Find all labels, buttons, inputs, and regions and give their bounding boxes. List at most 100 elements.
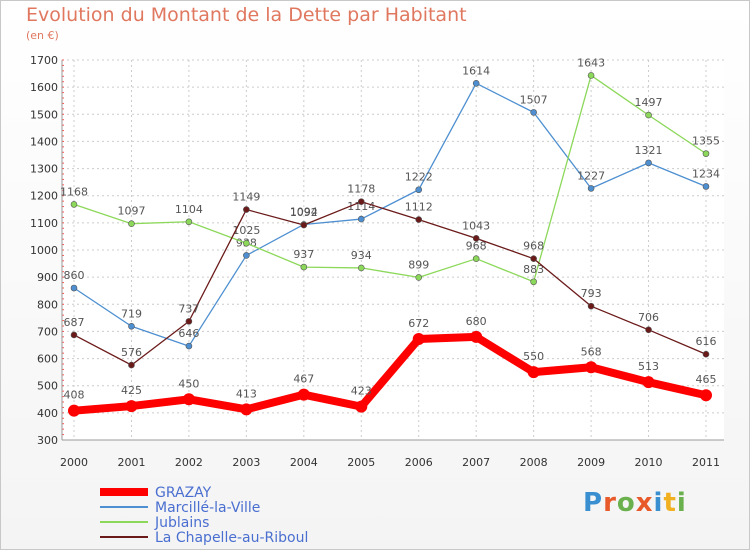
data-label: 1507 (520, 93, 548, 106)
data-label: 1614 (462, 64, 490, 77)
data-label: 568 (581, 345, 602, 358)
data-point (527, 366, 540, 379)
x-tick-label: 2003 (232, 456, 260, 469)
data-label: 1168 (60, 185, 88, 198)
data-label: 1178 (347, 183, 375, 196)
data-point (300, 263, 308, 271)
y-tick-label: 400 (37, 407, 58, 420)
data-label: 423 (351, 385, 372, 398)
data-label: 737 (178, 302, 199, 315)
data-label: 1094 (290, 205, 318, 218)
data-point (355, 400, 368, 413)
data-label: 1234 (692, 167, 720, 180)
brand-letter: x (635, 488, 654, 518)
data-point (357, 215, 365, 223)
legend-label: GRAZAY (155, 485, 212, 501)
data-point (125, 400, 138, 413)
data-label: 1355 (692, 135, 720, 148)
data-label: 465 (696, 373, 717, 386)
data-label: 1321 (635, 144, 663, 157)
data-point (470, 330, 483, 343)
data-point (587, 72, 595, 79)
data-point (642, 376, 655, 389)
data-label: 793 (581, 287, 602, 300)
x-tick-label: 2002 (175, 456, 203, 469)
data-label: 968 (523, 240, 544, 253)
data-point (300, 221, 308, 229)
data-label: 672 (408, 317, 429, 330)
data-label: 616 (696, 335, 717, 348)
data-point (472, 80, 480, 87)
brand-letter: r (603, 488, 617, 518)
data-label: 513 (638, 360, 659, 373)
data-point (297, 388, 310, 401)
x-tick-label: 2005 (347, 456, 375, 469)
data-point (415, 186, 423, 194)
data-point (587, 185, 595, 192)
x-tick-label: 2007 (462, 456, 490, 469)
data-label: 413 (236, 387, 257, 400)
data-label: 1227 (577, 169, 605, 182)
data-label: 1643 (577, 56, 605, 69)
x-tick-label: 2001 (117, 456, 145, 469)
data-label: 1222 (405, 171, 433, 184)
data-point (182, 393, 195, 406)
data-label: 1097 (117, 205, 145, 218)
data-point (700, 389, 712, 402)
data-label: 425 (121, 384, 142, 397)
data-point (243, 239, 250, 247)
data-label: 968 (466, 240, 487, 253)
data-point (185, 218, 193, 226)
y-tick-label: 500 (37, 380, 58, 393)
y-tick-label: 1500 (30, 108, 58, 121)
data-point (240, 403, 253, 416)
data-point (645, 326, 652, 334)
y-tick-label: 1600 (30, 81, 58, 94)
data-label: 1092 (290, 206, 318, 219)
brand-letter: t (663, 488, 677, 518)
data-point (70, 201, 78, 208)
data-point (185, 318, 193, 325)
data-point (415, 274, 423, 281)
data-label: 576 (121, 346, 142, 359)
data-label: 408 (64, 389, 85, 402)
y-tick-label: 1100 (30, 217, 58, 230)
series-line-0 (70, 332, 710, 415)
data-point (645, 111, 652, 119)
legend-label: La Chapelle-au-Riboul (155, 530, 308, 546)
data-label: 550 (523, 350, 544, 363)
data-point (70, 284, 78, 292)
x-tick-label: 2011 (692, 456, 720, 469)
data-point (128, 220, 135, 227)
data-point (185, 342, 193, 350)
x-tick-label: 2000 (60, 456, 88, 469)
x-tick-label: 2009 (577, 456, 605, 469)
legend-label: Jublains (154, 515, 209, 531)
data-label: 1043 (462, 219, 490, 232)
y-tick-label: 700 (37, 325, 58, 338)
y-tick-label: 800 (37, 298, 58, 311)
x-tick-label: 2004 (290, 456, 318, 469)
y-tick-label: 1400 (30, 135, 58, 148)
series-line-2 (73, 74, 707, 283)
data-label: 646 (178, 327, 199, 340)
data-label: 883 (523, 263, 544, 276)
data-point (415, 216, 423, 223)
data-point (357, 198, 365, 205)
legend-label: Marcillé-la-Ville (155, 500, 260, 516)
brand-letter: i (676, 488, 687, 518)
data-point (702, 150, 710, 157)
data-label: 719 (121, 307, 142, 320)
chart-title: Evolution du Montant de la Dette par Hab… (26, 4, 467, 26)
data-point (587, 302, 595, 310)
y-tick-label: 600 (37, 353, 58, 366)
y-tick-label: 1200 (30, 190, 58, 203)
data-label: 706 (638, 311, 659, 324)
data-point (243, 252, 250, 259)
data-label: 1025 (232, 224, 260, 237)
data-label: 860 (64, 269, 85, 282)
series-line-3 (73, 201, 707, 366)
data-label: 680 (466, 315, 487, 328)
series-line-1 (73, 82, 707, 347)
